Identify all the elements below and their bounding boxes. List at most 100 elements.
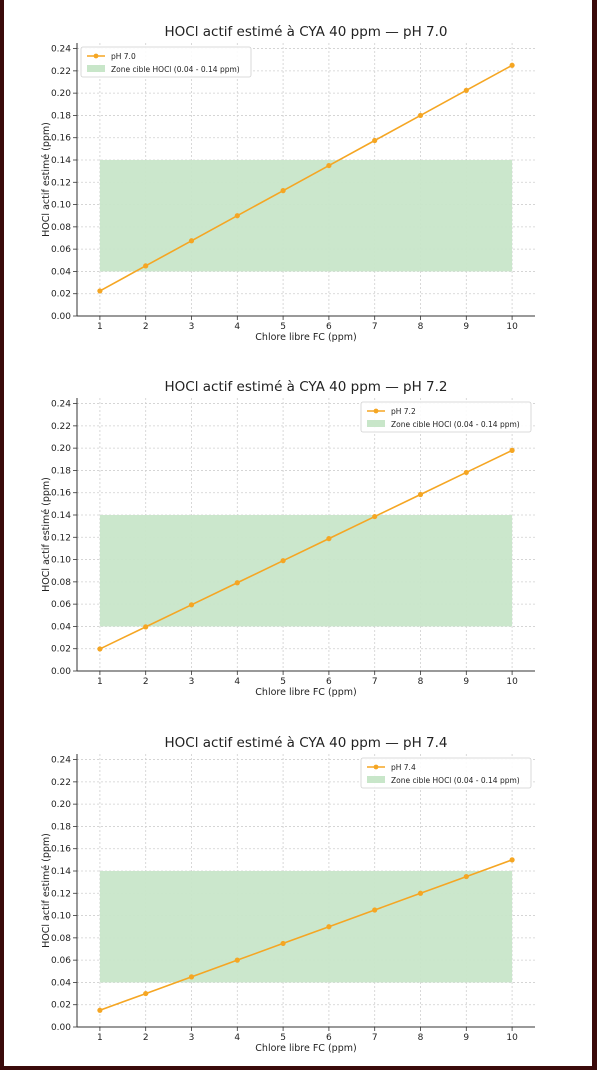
data-point bbox=[326, 162, 332, 169]
y-tick-label: 0.06 bbox=[51, 600, 71, 610]
legend: pH 7.4 Zone cible HOCl (0.04 - 0.14 ppm) bbox=[360, 757, 532, 789]
legend-band-swatch bbox=[87, 65, 105, 72]
data-point bbox=[234, 957, 240, 963]
y-tick-label: 0.16 bbox=[51, 845, 71, 855]
legend-band-swatch bbox=[367, 776, 385, 783]
chart-1: HOCl actif estimé à CYA 40 ppm — pH 7.0 1… bbox=[41, 24, 535, 343]
y-tick-label: 0.00 bbox=[51, 667, 71, 677]
legend-point-swatch bbox=[93, 53, 99, 59]
x-tick-label: 4 bbox=[234, 322, 240, 332]
target-zone-band bbox=[99, 515, 513, 627]
data-point bbox=[234, 213, 240, 219]
y-axis-label: HOCl actif estimé (ppm) bbox=[41, 477, 52, 592]
data-point bbox=[97, 1007, 103, 1013]
x-tick-label: 5 bbox=[280, 677, 286, 687]
data-point bbox=[509, 857, 515, 863]
x-tick-label: 6 bbox=[326, 1033, 332, 1043]
y-axis-label: HOCl actif estimé (ppm) bbox=[41, 122, 52, 237]
data-point bbox=[280, 558, 286, 564]
legend-box bbox=[80, 46, 252, 78]
x-tick-label: 8 bbox=[418, 322, 424, 332]
y-tick-label: 0.04 bbox=[51, 622, 71, 632]
data-point bbox=[372, 907, 378, 913]
y-tick-label: 0.18 bbox=[51, 822, 71, 832]
x-tick-label: 7 bbox=[372, 677, 378, 687]
y-tick-label: 0.02 bbox=[51, 645, 71, 655]
legend-band-label: Zone cible HOCl (0.04 - 0.14 ppm) bbox=[391, 776, 520, 785]
data-point bbox=[280, 940, 286, 947]
x-tick-label: 1 bbox=[97, 322, 103, 332]
y-tick-label: 0.04 bbox=[51, 267, 71, 277]
y-tick-label: 0.10 bbox=[51, 912, 71, 922]
data-point bbox=[417, 890, 424, 896]
chart-2: HOCl actif estimé à CYA 40 ppm — pH 7.2 1… bbox=[41, 379, 535, 698]
x-tick-label: 4 bbox=[234, 1033, 240, 1043]
y-tick-label: 0.20 bbox=[51, 444, 71, 454]
x-tick-label: 6 bbox=[326, 677, 332, 687]
x-tick-label: 2 bbox=[143, 677, 149, 687]
data-point bbox=[97, 646, 103, 652]
y-tick-label: 0.08 bbox=[51, 223, 71, 233]
legend-series-label: pH 7.0 bbox=[111, 52, 136, 61]
data-point bbox=[326, 536, 332, 542]
x-axis-label: Chlore libre FC (ppm) bbox=[255, 332, 356, 343]
y-tick-label: 0.14 bbox=[51, 156, 71, 166]
x-tick-label: 10 bbox=[506, 1033, 518, 1043]
x-tick-label: 3 bbox=[189, 1033, 195, 1043]
data-point bbox=[143, 263, 149, 269]
y-tick-label: 0.10 bbox=[51, 201, 71, 211]
x-tick-label: 7 bbox=[372, 322, 378, 332]
legend-box bbox=[360, 757, 532, 789]
x-tick-label: 1 bbox=[97, 677, 103, 687]
chart-3: HOCl actif estimé à CYA 40 ppm — pH 7.4 1… bbox=[41, 735, 535, 1054]
y-tick-label: 0.12 bbox=[51, 178, 71, 188]
y-tick-label: 0.22 bbox=[51, 778, 71, 788]
legend-box bbox=[360, 401, 532, 433]
legend: pH 7.2 Zone cible HOCl (0.04 - 0.14 ppm) bbox=[360, 401, 532, 433]
x-axis-label: Chlore libre FC (ppm) bbox=[255, 1043, 356, 1054]
y-tick-label: 0.08 bbox=[51, 934, 71, 944]
y-tick-label: 0.12 bbox=[51, 533, 71, 543]
y-tick-label: 0.10 bbox=[51, 556, 71, 566]
data-point bbox=[97, 288, 103, 294]
target-zone-band bbox=[99, 871, 513, 983]
data-point bbox=[372, 137, 378, 144]
data-point bbox=[143, 990, 149, 997]
data-point bbox=[509, 62, 515, 68]
chart-title: HOCl actif estimé à CYA 40 ppm — pH 7.4 bbox=[165, 735, 448, 751]
y-tick-label: 0.08 bbox=[51, 578, 71, 588]
x-tick-label: 2 bbox=[143, 1033, 149, 1043]
legend-band-swatch bbox=[367, 420, 385, 427]
x-tick-label: 9 bbox=[463, 1033, 469, 1043]
series-line bbox=[99, 859, 513, 1012]
data-point bbox=[463, 873, 469, 880]
data-point bbox=[188, 602, 195, 608]
x-tick-label: 8 bbox=[418, 1033, 424, 1043]
y-tick-label: 0.06 bbox=[51, 245, 71, 255]
x-tick-label: 9 bbox=[463, 322, 469, 332]
x-tick-label: 6 bbox=[326, 322, 332, 332]
y-tick-label: 0.24 bbox=[51, 45, 71, 55]
y-tick-label: 0.24 bbox=[51, 756, 71, 766]
target-zone-band bbox=[99, 160, 513, 272]
x-tick-label: 9 bbox=[463, 677, 469, 687]
x-tick-label: 7 bbox=[372, 1033, 378, 1043]
y-tick-label: 0.02 bbox=[51, 290, 71, 300]
legend-point-swatch bbox=[373, 764, 379, 770]
legend: pH 7.0 Zone cible HOCl (0.04 - 0.14 ppm) bbox=[80, 46, 252, 78]
x-tick-label: 3 bbox=[189, 322, 195, 332]
chart-title: HOCl actif estimé à CYA 40 ppm — pH 7.0 bbox=[165, 24, 448, 40]
x-tick-label: 4 bbox=[234, 677, 240, 687]
y-tick-label: 0.20 bbox=[51, 89, 71, 99]
data-point bbox=[372, 513, 378, 520]
legend-band-label: Zone cible HOCl (0.04 - 0.14 ppm) bbox=[391, 420, 520, 429]
data-point bbox=[280, 188, 286, 194]
x-tick-label: 5 bbox=[280, 322, 286, 332]
x-tick-label: 8 bbox=[418, 677, 424, 687]
data-point bbox=[463, 87, 469, 93]
y-tick-label: 0.18 bbox=[51, 466, 71, 476]
y-tick-label: 0.04 bbox=[51, 978, 71, 988]
legend-point-swatch bbox=[373, 408, 379, 414]
y-axis-label: HOCl actif estimé (ppm) bbox=[41, 833, 52, 948]
y-tick-label: 0.14 bbox=[51, 867, 71, 877]
